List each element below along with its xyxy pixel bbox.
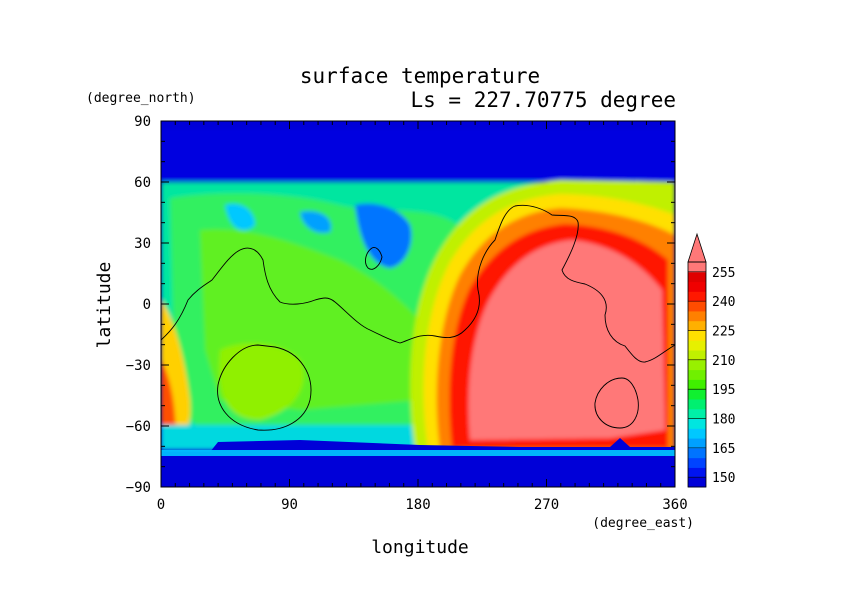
y-tick-label: 0 [143, 297, 151, 313]
colorbar-swatch [688, 281, 706, 292]
colorbar-label: 225 [712, 324, 735, 339]
y-tick-labels: 90 60 30 0 −30 −60 −90 [126, 114, 151, 496]
colorbar-swatch [688, 389, 706, 400]
elysium-contour [365, 247, 383, 270]
colorbar-swatch [688, 447, 706, 459]
y-tick-label: 90 [134, 114, 151, 130]
colorbar-swatch [688, 467, 706, 478]
x-unit-label: (degree_east) [592, 516, 694, 531]
x-tick-label: 360 [662, 497, 687, 513]
x-tick-label: 90 [281, 497, 298, 513]
colorbar-swatch [688, 271, 706, 283]
temperature-field [161, 121, 675, 487]
topography-contours [161, 204, 675, 431]
y-tick-label: −90 [126, 480, 151, 496]
colorbar-label: 150 [712, 471, 735, 486]
colorbar-swatch [688, 379, 706, 390]
x-tick-labels: 0 90 180 270 360 [157, 497, 688, 513]
colorbar-swatch [688, 262, 706, 273]
colorbar-swatch [688, 320, 706, 331]
y-tick-label: 30 [134, 236, 151, 252]
argyre-contour [594, 377, 639, 429]
colorbar-swatch [688, 310, 706, 322]
dichotomy-contour [161, 204, 675, 363]
y-tick-label: 60 [134, 175, 151, 191]
x-tick-label: 180 [405, 497, 430, 513]
x-axis-label: longitude [371, 537, 469, 558]
colorbar-swatch [688, 369, 706, 380]
colorbar-swatch [688, 408, 706, 420]
colorbar-extend-max [687, 232, 707, 263]
colorbar-swatch [688, 330, 706, 341]
colorbar-label: 240 [712, 295, 735, 310]
colorbar-label: 195 [712, 383, 735, 398]
x-tick-label: 0 [157, 497, 165, 513]
x-tick-label: 270 [534, 497, 559, 513]
y-tick-label: −60 [126, 419, 151, 435]
colorbar-swatch [688, 398, 706, 410]
chart-title: surface temperature [300, 64, 540, 88]
colorbar-label: 255 [712, 266, 735, 281]
y-tick-label: −30 [126, 358, 151, 374]
chart-subtitle: Ls = 227.70775 degree [410, 88, 676, 112]
colorbar-label: 210 [712, 354, 735, 369]
colorbar-swatch [688, 418, 706, 429]
colorbar-swatch [688, 477, 706, 488]
colorbar [687, 232, 707, 488]
y-unit-label: (degree_north) [86, 91, 196, 106]
colorbar-swatch [688, 291, 706, 302]
colorbar-swatch [688, 359, 706, 371]
colorbar-label: 165 [712, 442, 735, 457]
colorbar-swatch [688, 340, 706, 351]
colorbar-swatch [688, 457, 706, 468]
colorbar-label: 180 [712, 413, 735, 428]
colorbar-swatch [688, 428, 706, 439]
colorbar-frame [687, 261, 707, 488]
colorbar-swatch [688, 301, 706, 312]
hellas-contour [217, 344, 312, 431]
colorbar-swatch [688, 350, 706, 361]
colorbar-labels: 255 240 225 210 195 180 165 150 [712, 266, 735, 486]
axis-ticks [160, 120, 676, 488]
y-axis-label: latitude [94, 262, 115, 349]
colorbar-swatch [688, 438, 706, 449]
